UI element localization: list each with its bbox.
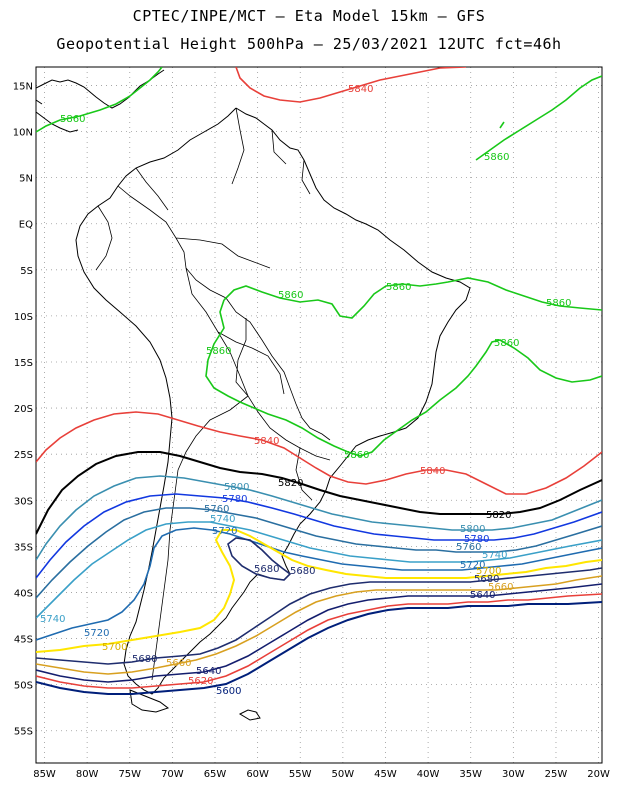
label-5840-west: 5840: [254, 436, 279, 447]
lon-tick-label: 55W: [289, 769, 312, 780]
map-frame: [35, 66, 603, 764]
contour-5760: [36, 507, 602, 599]
label-5680-cutoff-b: 5680: [290, 566, 315, 577]
label-5740-east: 5740: [482, 550, 507, 561]
label-5800-west: 5800: [224, 482, 249, 493]
lat-tick-label: EQ: [19, 220, 33, 231]
lat-tick-label: 20S: [14, 404, 33, 415]
lat-tick-label: 10N: [13, 128, 33, 139]
lat-tick-label: 45S: [14, 635, 33, 646]
label-5860-center: 5860: [278, 290, 303, 301]
lon-tick-label: 75W: [118, 769, 141, 780]
label-5860-nw: 5860: [60, 114, 85, 125]
south-america-coastline: [36, 69, 471, 695]
lon-tick-label: 40W: [417, 769, 440, 780]
lat-tick-label: 10S: [14, 312, 33, 323]
lon-tick-label: 45W: [374, 769, 397, 780]
label-5840-east: 5840: [420, 466, 445, 477]
lat-tick-label: 55S: [14, 727, 33, 738]
central-america-coastline: [36, 99, 79, 133]
lat-tick-label: 15N: [13, 81, 33, 92]
label-5680-east: 5680: [474, 574, 499, 585]
label-5700-east: 5700: [476, 566, 501, 577]
lon-tick-label: 60W: [246, 769, 269, 780]
tierra-del-fuego: [129, 689, 170, 713]
contour-5600: [36, 601, 602, 695]
label-5860-west: 5860: [206, 346, 231, 357]
lat-tick-label: 15S: [14, 358, 33, 369]
label-5680-cutoff: 5680: [254, 564, 279, 575]
axis-tick-labels: 15N 10N 5N EQ 5S 10S 15S 20S 25S 30S 35S 40S 45S 50S 5…: [13, 81, 610, 780]
label-5860-east2: 5860: [546, 298, 571, 309]
label-5600-west: 5600: [216, 686, 241, 697]
label-5780-east: 5780: [464, 534, 489, 545]
label-5720-west: 5720: [212, 526, 237, 537]
label-5640-west: 5640: [196, 666, 221, 677]
label-5660-west: 5660: [166, 658, 191, 669]
label-5800-east: 5800: [460, 524, 485, 535]
lon-tick-label: 35W: [459, 769, 482, 780]
label-5640-east: 5640: [470, 590, 495, 601]
lon-tick-label: 85W: [33, 769, 56, 780]
country-borders: [95, 107, 331, 681]
contour-5720: [36, 527, 602, 641]
lat-tick-label: 5S: [20, 266, 33, 277]
contour-5680-cutoff: [227, 537, 292, 581]
contour-5860-south: [223, 277, 602, 319]
lon-tick-label: 65W: [204, 769, 227, 780]
label-5740-sw: 5740: [40, 614, 65, 625]
map-title-line-1: CPTEC/INPE/MCT – Eta Model 15km – GFS: [132, 7, 486, 25]
lat-tick-label: 40S: [14, 588, 33, 599]
contour-5680: [36, 567, 602, 665]
label-5680-west: 5680: [132, 654, 157, 665]
contour-5740: [36, 521, 602, 619]
contour-5780: [36, 493, 602, 579]
label-5840-north: 5840: [348, 84, 373, 95]
label-5700-west: 5700: [102, 642, 127, 653]
label-5720-sw: 5720: [84, 628, 109, 639]
lat-tick-label: 35S: [14, 542, 33, 553]
contour-5860-inner: [205, 299, 602, 457]
lat-tick-label: 50S: [14, 681, 33, 692]
falkland-islands: [238, 709, 261, 721]
contour-5800: [36, 475, 602, 561]
lat-tick-label: 5N: [19, 174, 33, 185]
label-5820-east: 5820: [486, 510, 511, 521]
lat-lon-grid: [36, 67, 602, 763]
label-5820-west: 5820: [278, 478, 303, 489]
lon-tick-label: 70W: [161, 769, 184, 780]
contour-5860-east: [475, 75, 602, 161]
label-5720-east: 5720: [460, 560, 485, 571]
label-5860-ne: 5860: [484, 152, 509, 163]
lat-tick-label: 30S: [14, 496, 33, 507]
lon-tick-label: 25W: [545, 769, 568, 780]
map-title-line-2: Geopotential Height 500hPa – 25/03/2021 …: [56, 35, 562, 53]
lon-tick-label: 20W: [587, 769, 610, 780]
contour-5620: [36, 593, 602, 689]
lat-tick-label: 25S: [14, 450, 33, 461]
label-5760-east: 5760: [456, 542, 481, 553]
lon-tick-label: 50W: [332, 769, 355, 780]
label-5620-west: 5620: [188, 676, 213, 687]
contour-5840: [36, 411, 602, 495]
lon-tick-label: 80W: [76, 769, 99, 780]
contour-5860-north: [36, 67, 163, 133]
contour-5820: [36, 451, 602, 535]
contour-5660: [36, 575, 602, 675]
label-5740-west: 5740: [210, 514, 235, 525]
label-5860-east1: 5860: [386, 282, 411, 293]
label-5860-south: 5860: [344, 450, 369, 461]
contour-5840-north: [235, 67, 467, 103]
label-5760-west: 5760: [204, 504, 229, 515]
label-5860-atl: 5860: [494, 338, 519, 349]
contour-5640: [36, 583, 602, 683]
contour-5700: [36, 529, 602, 653]
label-5660-east: 5660: [488, 582, 513, 593]
label-5780-west: 5780: [222, 494, 247, 505]
lon-tick-label: 30W: [502, 769, 525, 780]
